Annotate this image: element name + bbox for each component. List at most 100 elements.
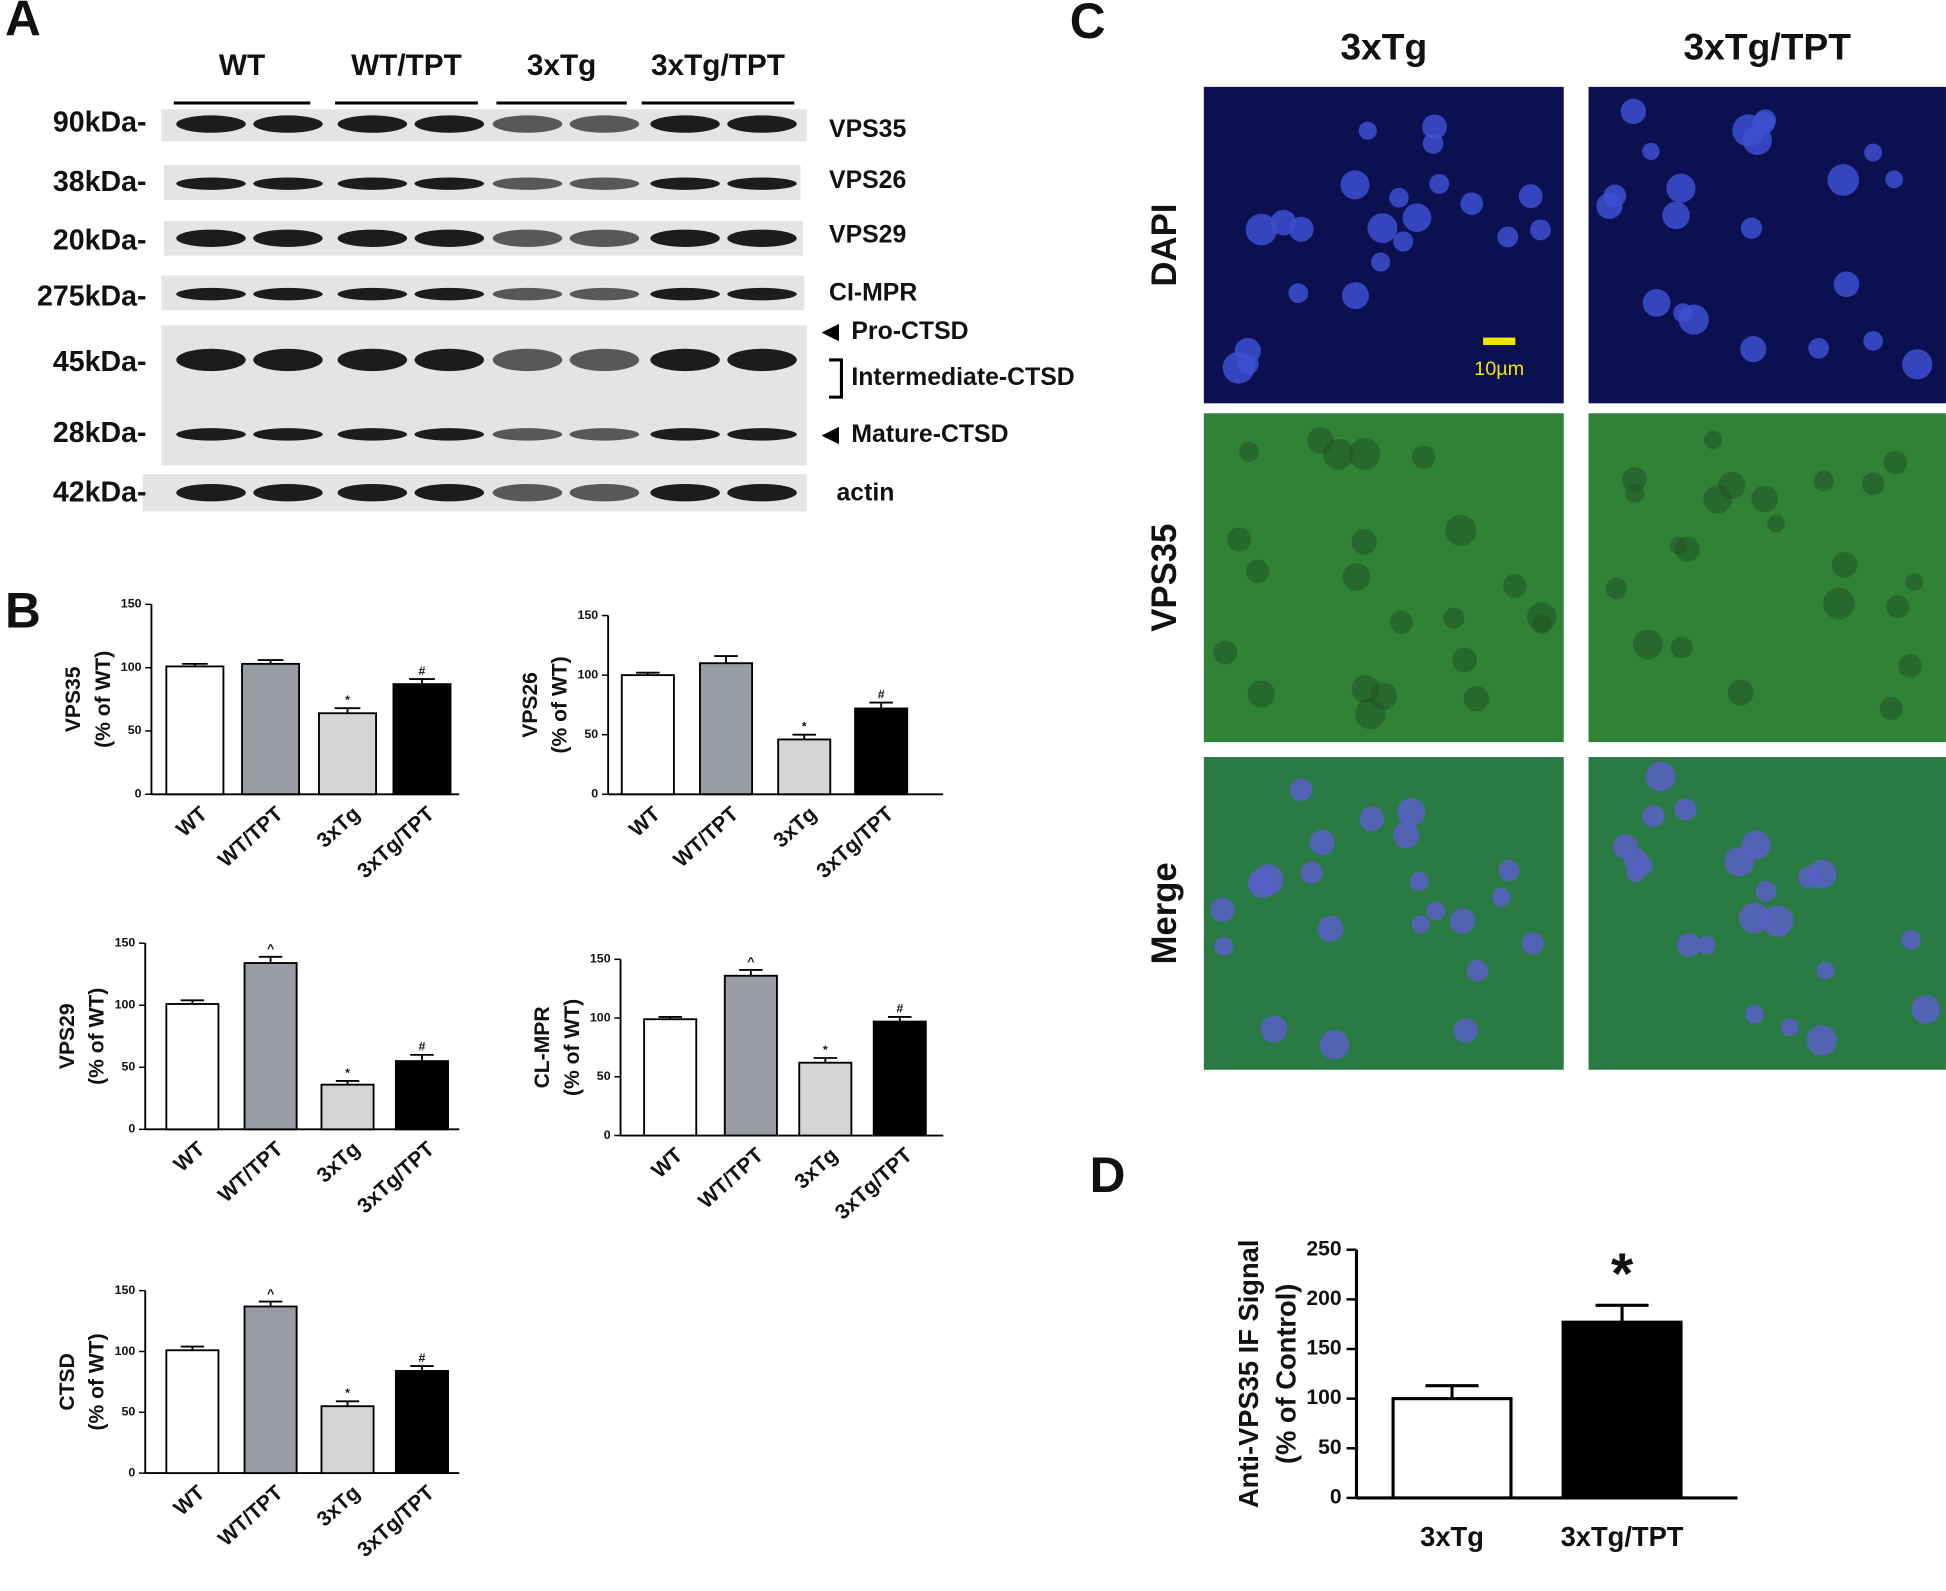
micrograph — [1203, 757, 1564, 1070]
nucleus — [1808, 859, 1837, 889]
nucleus — [1389, 610, 1414, 634]
row-label: DAPI — [1146, 204, 1184, 287]
y-tick-label: 0 — [1330, 1486, 1342, 1509]
y-tick-label: 100 — [1306, 1386, 1341, 1409]
nucleus — [1426, 901, 1446, 921]
nucleus — [1351, 529, 1377, 555]
y-tick-label: 0 — [135, 787, 142, 801]
nucleus — [1411, 915, 1430, 934]
nucleus — [1389, 187, 1409, 208]
y-tick-label: 150 — [115, 1283, 136, 1297]
nucleus — [1886, 594, 1910, 619]
nucleus — [1445, 514, 1477, 547]
column-label: 3xTg — [1340, 25, 1427, 67]
nucleus — [1300, 861, 1323, 884]
nucleus — [1674, 798, 1697, 821]
blot-band — [569, 177, 640, 190]
y-axis-label: (% of WT) — [86, 1333, 109, 1430]
blot-band — [414, 287, 485, 301]
nucleus — [1358, 121, 1377, 140]
blot-band — [569, 287, 640, 301]
nucleus — [1905, 572, 1924, 591]
nucleus — [1761, 905, 1794, 937]
blot-band — [337, 428, 408, 441]
y-tick-label: 50 — [597, 1069, 611, 1083]
nucleus — [1213, 640, 1238, 665]
nucleus — [1288, 283, 1309, 303]
significance-label: * — [1611, 1242, 1634, 1306]
scale-bar — [1483, 337, 1516, 346]
nucleus — [1703, 430, 1723, 450]
nucleus — [1289, 778, 1313, 801]
nucleus — [1727, 679, 1754, 706]
nucleus — [1823, 587, 1855, 620]
nucleus — [1502, 574, 1527, 598]
protein-label: Mature-CTSD — [851, 421, 1008, 448]
nucleus — [1355, 698, 1386, 730]
nucleus — [1697, 936, 1716, 955]
bar — [394, 1060, 449, 1131]
blot-band — [176, 177, 246, 190]
blot-band — [414, 229, 485, 247]
y-tick-label: 50 — [1318, 1436, 1341, 1459]
nucleus — [1317, 916, 1344, 942]
blot-band — [727, 348, 797, 372]
nucleus — [1270, 209, 1297, 236]
nucleus — [1751, 485, 1779, 513]
nucleus — [1883, 450, 1908, 475]
nucleus — [1745, 1004, 1765, 1024]
y-axis-label: (% of WT) — [549, 656, 572, 753]
protein-label: CI-MPR — [829, 280, 917, 307]
arrowhead — [821, 323, 839, 342]
nucleus — [1239, 441, 1260, 462]
significance-label: * — [345, 1066, 350, 1080]
nucleus — [1678, 304, 1709, 335]
blot-band — [253, 428, 323, 441]
nucleus — [1633, 856, 1653, 876]
nucleus — [1393, 821, 1420, 849]
nucleus — [1351, 675, 1380, 704]
nucleus — [1214, 936, 1234, 956]
y-axis-label: CL-MPR — [531, 1006, 554, 1088]
blot-band — [569, 348, 640, 372]
nucleus — [1518, 184, 1543, 209]
nucleus — [1741, 830, 1771, 860]
nucleus — [1596, 192, 1623, 220]
blot-band — [492, 229, 563, 247]
blot-band — [569, 229, 640, 247]
nucleus — [1879, 696, 1903, 720]
blot-band — [492, 115, 563, 133]
nucleus — [1662, 201, 1690, 230]
marker-label: 42kDa- — [53, 476, 147, 508]
nucleus — [1831, 552, 1858, 578]
blot-band — [492, 287, 563, 301]
y-tick-label: 50 — [121, 1060, 135, 1074]
bracket — [829, 358, 844, 399]
nucleus — [1666, 173, 1696, 203]
y-axis-label: (% of WT) — [92, 651, 115, 748]
blot-band — [176, 348, 246, 372]
y-tick-label: 150 — [1306, 1337, 1341, 1360]
blot-band — [650, 115, 720, 133]
nucleus — [1808, 337, 1829, 359]
blot-band — [650, 287, 720, 301]
nucleus — [1498, 860, 1520, 882]
nucleus — [1645, 761, 1676, 792]
y-tick-label: 200 — [1306, 1287, 1341, 1310]
blot-band — [253, 177, 323, 190]
significance-label: * — [345, 693, 350, 707]
lane-group-label: WT/TPT — [351, 49, 462, 82]
blot-band — [650, 484, 720, 502]
row-label: Merge — [1146, 862, 1184, 964]
nucleus — [1780, 1018, 1799, 1037]
y-axis-label: VPS35 — [62, 666, 85, 732]
blot-band — [727, 484, 797, 502]
western-blot: WT WT/TPT 3xTg 3xTg/TPT 90kDa- 38kDa- 20kDa- 27… — [37, 49, 1075, 512]
blot-band — [492, 348, 563, 372]
nucleus — [1670, 636, 1693, 659]
bar — [699, 662, 754, 796]
blot-band — [492, 428, 563, 441]
blot-band — [176, 115, 246, 133]
nucleus — [1816, 961, 1835, 980]
